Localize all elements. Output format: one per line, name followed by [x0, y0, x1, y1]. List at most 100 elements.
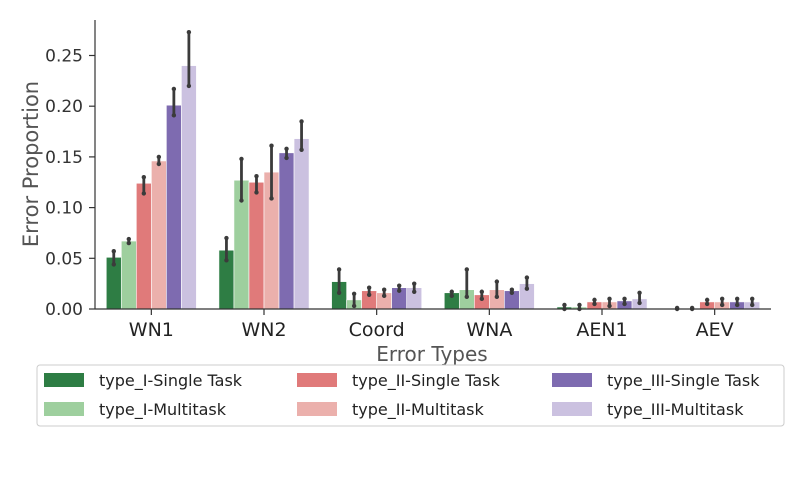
y-tick-label: 0.00	[45, 300, 83, 320]
error-cap	[254, 190, 259, 195]
error-cap	[381, 287, 387, 292]
x-tick-label: AEN1	[576, 319, 627, 341]
error-cap	[156, 154, 162, 160]
error-cap	[449, 289, 454, 294]
error-cap	[284, 146, 289, 151]
error-cap	[464, 267, 469, 272]
legend-frame	[36, 364, 785, 427]
error-cap	[719, 302, 725, 308]
error-cap	[239, 198, 244, 203]
error-cap	[156, 161, 162, 167]
x-tick-label: WNA	[466, 319, 512, 341]
legend-label: type_III-Single Task	[607, 371, 760, 391]
error-cap	[171, 86, 177, 92]
legend-swatch	[552, 373, 592, 387]
error-cap	[577, 302, 582, 308]
x-tick-label: Coord	[349, 319, 405, 341]
y-axis-label: Error Proportion	[19, 81, 43, 247]
bar	[278, 152, 295, 310]
legend-label: type_II-Single Task	[352, 371, 500, 391]
x-tick-label: AEV	[696, 319, 734, 341]
error-cap	[449, 293, 454, 299]
legend: type_I-Single Task type_I-Multitask type_I…	[36, 364, 785, 427]
error-cap	[464, 294, 469, 300]
legend-swatch	[297, 402, 337, 416]
error-cap	[750, 296, 755, 302]
error-cap	[126, 236, 131, 242]
error-cap	[239, 156, 244, 162]
error-cap	[366, 285, 372, 290]
error-cap	[479, 296, 485, 302]
error-cap	[397, 288, 402, 293]
error-cap	[509, 290, 515, 295]
error-cap	[269, 196, 274, 201]
bar	[181, 65, 197, 310]
error-cap	[622, 296, 627, 302]
x-tick-label: WN1	[129, 319, 174, 341]
x-tick-label: WN2	[241, 319, 286, 341]
error-cap	[126, 240, 131, 246]
error-cap	[412, 289, 417, 294]
error-cap	[224, 258, 229, 263]
bar	[151, 160, 167, 310]
y-tick-label: 0.25	[45, 46, 83, 66]
bar	[293, 138, 310, 310]
bar	[248, 181, 265, 310]
error-cap	[524, 275, 530, 280]
error-cap	[524, 286, 530, 291]
error-cap	[381, 293, 387, 299]
y-tick-label: 0.10	[45, 199, 83, 219]
error-cap	[111, 249, 116, 254]
error-cap	[607, 303, 612, 309]
error-cap	[637, 290, 642, 295]
bar	[136, 182, 152, 310]
error-cap	[704, 297, 710, 303]
legend-swatch	[297, 373, 337, 387]
error-cap	[735, 296, 740, 302]
error-cap	[351, 303, 357, 309]
y-tick-label: 0.05	[45, 249, 83, 269]
error-cap	[336, 267, 342, 272]
error-cap	[254, 173, 259, 179]
bar	[120, 240, 137, 310]
bars	[105, 65, 761, 310]
y-axis: 0.00 0.05 0.10 0.15 0.20 0.25	[45, 46, 95, 320]
error-cap	[366, 292, 372, 298]
error-cap	[171, 113, 177, 118]
error-cap	[704, 301, 710, 307]
error-cap	[479, 289, 485, 294]
error-cap	[186, 83, 192, 89]
legend-label: type_III-Multitask	[607, 400, 744, 420]
y-tick-label: 0.15	[45, 148, 83, 168]
legend-swatch	[44, 373, 84, 387]
legend-label: type_II-Multitask	[352, 400, 484, 420]
legend-swatch	[44, 402, 84, 416]
error-cap	[494, 279, 500, 284]
error-cap	[224, 235, 229, 241]
error-cap	[494, 294, 500, 300]
legend-swatch	[552, 402, 592, 416]
error-cap	[735, 302, 740, 308]
error-cap	[397, 283, 402, 288]
x-axis: WN1 WN2 Coord WNA AEN1 AEV	[129, 309, 734, 341]
legend-label: type_I-Multitask	[99, 400, 227, 420]
y-tick-label: 0.20	[45, 97, 83, 117]
error-cap	[336, 290, 342, 295]
error-cap	[269, 143, 274, 148]
error-cap	[299, 119, 304, 124]
error-cap	[607, 296, 612, 302]
legend-label: type_I-Single Task	[99, 371, 243, 391]
bar	[166, 104, 182, 310]
error-cap	[592, 297, 597, 303]
error-cap	[750, 302, 755, 308]
error-cap	[141, 191, 147, 196]
error-cap	[622, 301, 627, 307]
error-cap	[592, 301, 597, 307]
error-bars	[111, 29, 755, 312]
error-cap	[299, 147, 304, 152]
error-cap	[351, 291, 357, 296]
error-cap	[412, 281, 417, 286]
error-cap	[186, 29, 192, 35]
error-cap	[637, 300, 642, 306]
